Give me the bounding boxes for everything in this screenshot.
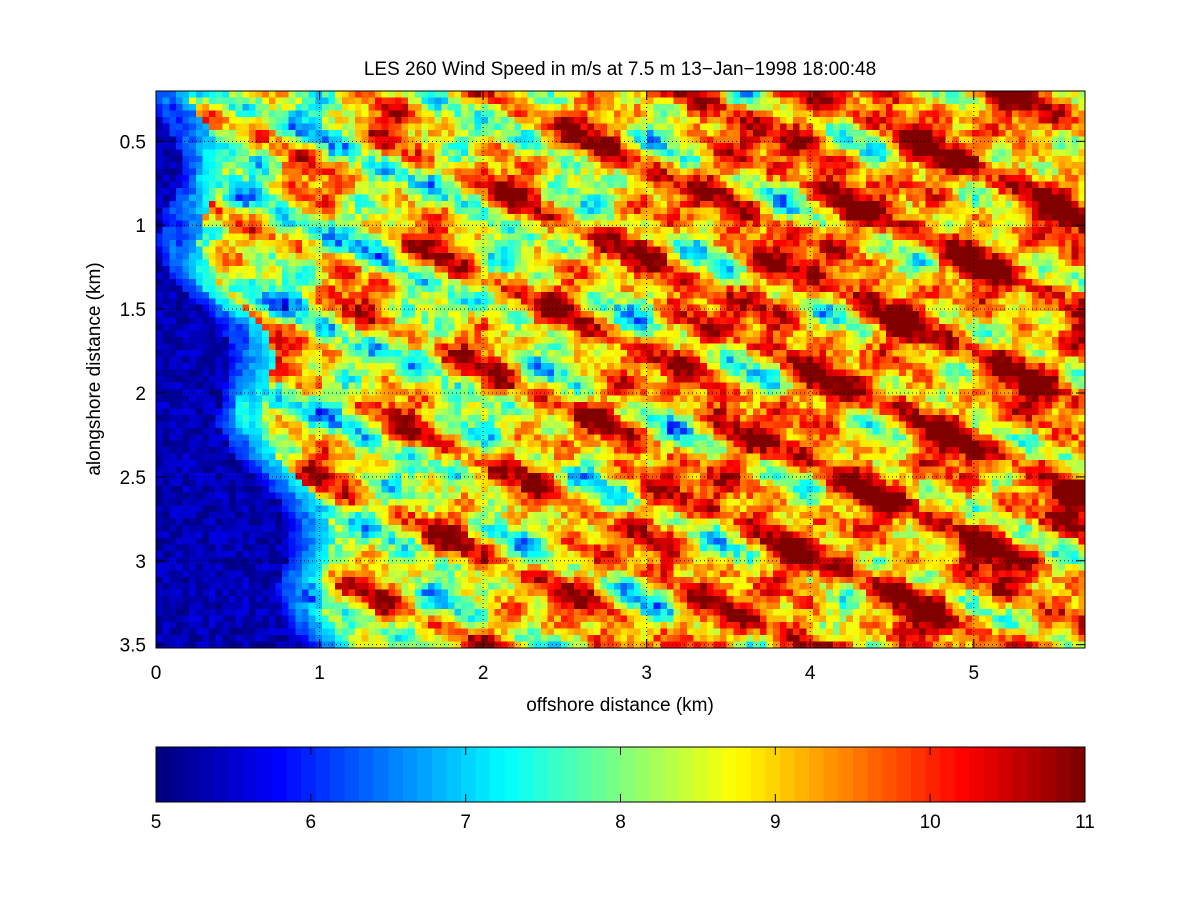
grid-lines bbox=[156, 91, 1085, 648]
colorbar-tick-label: 7 bbox=[460, 812, 471, 833]
x-axis-label: offshore distance (km) bbox=[526, 695, 714, 716]
colorbar-tick-label: 11 bbox=[1075, 812, 1095, 833]
x-tick-label: 1 bbox=[314, 663, 325, 684]
colorbar-tick-label: 5 bbox=[151, 812, 162, 833]
colorbar-ticks: 5 6 7 8 9 10 11 bbox=[151, 747, 1095, 833]
colorbar-tick-label: 6 bbox=[306, 812, 317, 833]
heatmap-field bbox=[156, 91, 1085, 648]
chart-title: LES 260 Wind Speed in m/s at 7.5 m 13−Ja… bbox=[364, 59, 876, 80]
colorbar-gradient bbox=[156, 747, 1085, 802]
colorbar-tick-label: 8 bbox=[615, 812, 626, 833]
colorbar: 5 6 7 8 9 10 11 bbox=[151, 746, 1095, 833]
x-axis: 0 1 2 3 4 5 bbox=[151, 91, 979, 684]
colorbar-tick-label: 9 bbox=[770, 812, 781, 833]
x-tick-label: 2 bbox=[478, 663, 489, 684]
y-tick-label: 2.5 bbox=[120, 468, 146, 489]
y-axis: 0.5 1 1.5 2 2.5 3 3.5 bbox=[120, 132, 1085, 657]
y-axis-label: alongshore distance (km) bbox=[84, 262, 105, 475]
y-tick-label: 3.5 bbox=[120, 636, 146, 657]
plot-frame bbox=[155, 90, 1086, 649]
y-tick-label: 1.5 bbox=[120, 300, 146, 321]
y-tick-label: 1 bbox=[135, 216, 146, 237]
x-tick-label: 4 bbox=[805, 663, 816, 684]
x-tick-label: 5 bbox=[968, 663, 979, 684]
x-tick-label: 0 bbox=[151, 663, 162, 684]
x-tick-label: 3 bbox=[641, 663, 652, 684]
y-tick-label: 2 bbox=[135, 384, 146, 405]
y-tick-label: 0.5 bbox=[120, 132, 146, 153]
y-tick-label: 3 bbox=[135, 552, 146, 573]
plot-area: 0 1 2 3 4 5 0.5 1 1.5 2 2.5 3 3.5 bbox=[120, 90, 1086, 684]
colorbar-tick-label: 10 bbox=[920, 812, 941, 833]
